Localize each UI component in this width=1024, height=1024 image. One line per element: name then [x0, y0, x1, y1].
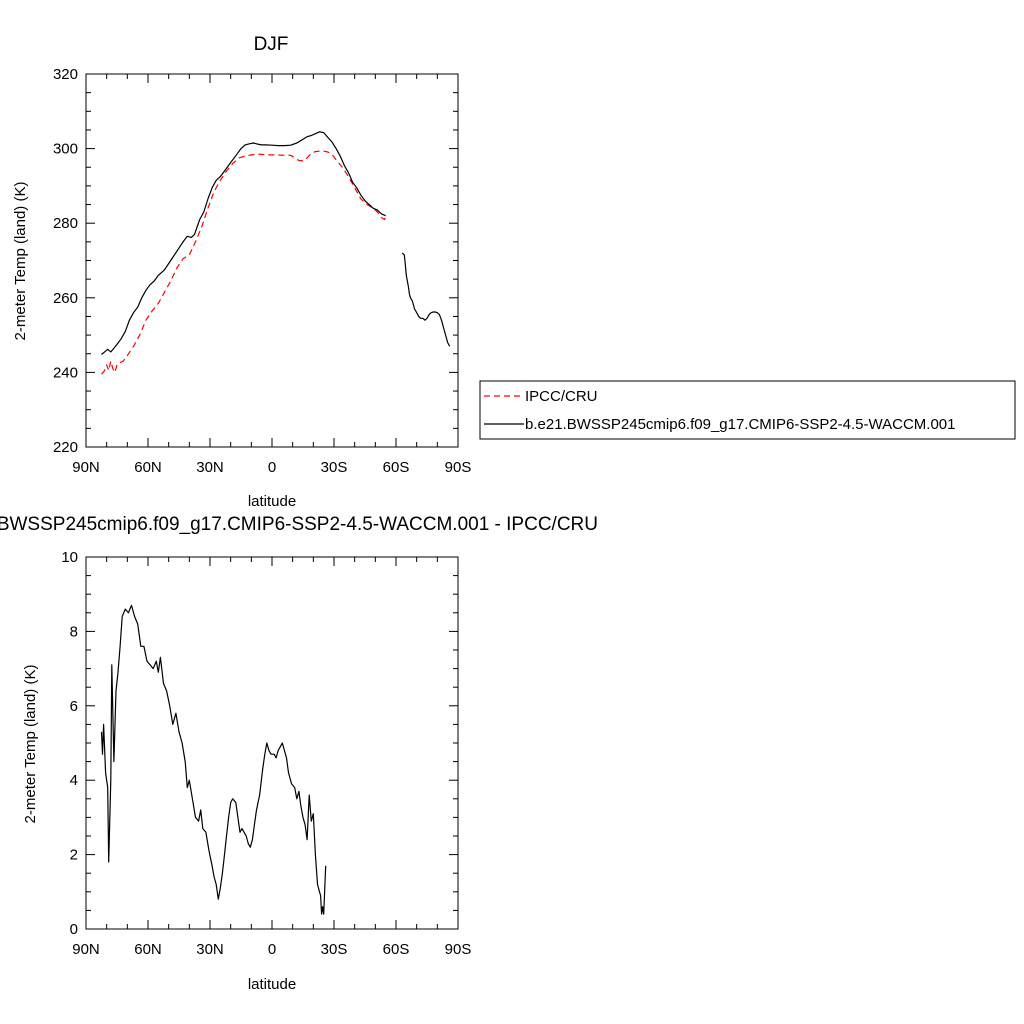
- top-plot-y-axis-label: 2-meter Temp (land) (K): [12, 182, 29, 341]
- y-tick-label: 10: [61, 549, 78, 566]
- bottom-series-0-line: [100, 604, 327, 915]
- y-tick-label: 8: [70, 623, 78, 640]
- bottom-plot-ticks: 90N 60N 30N 0 30S 60S 90S 0 2 4 6 8 10: [61, 549, 471, 958]
- y-tick-label: 2: [70, 847, 78, 864]
- top-plot-ticks: 90N 60N 30N 0 30S 60S 90S 220 240 260 280 300 320: [53, 66, 471, 476]
- x-tick-label: 60S: [383, 459, 410, 476]
- top-plot-title: DJF: [254, 34, 289, 55]
- bottom-plot: b.e21.BWSSP245cmip6.f09_g17.CMIP6-SSP2-4…: [0, 514, 598, 993]
- bottom-plot-frame: [85, 556, 459, 930]
- legend-frame: [479, 380, 1016, 440]
- y-tick-label: 4: [70, 772, 78, 789]
- x-tick-label: 90N: [72, 459, 100, 476]
- y-tick-label: 240: [53, 364, 78, 381]
- top-plot-border: [85, 73, 459, 448]
- y-tick-label: 280: [53, 215, 78, 232]
- bottom-plot-y-axis-label: 2-meter Temp (land) (K): [22, 665, 39, 824]
- y-tick-label: 300: [53, 141, 78, 158]
- x-tick-label: 90S: [445, 941, 472, 958]
- top-series-1-line-seg0: [101, 131, 386, 355]
- x-tick-label: 30N: [196, 941, 224, 958]
- x-tick-label: 90S: [445, 459, 472, 476]
- top-plot-series: [101, 131, 451, 375]
- top-plot-legend: IPCC/CRU b.e21.BWSSP245cmip6.f09_g17.CMI…: [479, 380, 1016, 440]
- y-tick-label: 6: [70, 698, 78, 715]
- x-tick-label: 0: [268, 941, 276, 958]
- y-tick-label: 220: [53, 439, 78, 456]
- x-tick-label: 60S: [383, 941, 410, 958]
- x-tick-label: 30S: [321, 459, 348, 476]
- x-tick-label: 0: [268, 459, 276, 476]
- bottom-plot-title: b.e21.BWSSP245cmip6.f09_g17.CMIP6-SSP2-4…: [0, 514, 598, 535]
- legend-label-model: b.e21.BWSSP245cmip6.f09_g17.CMIP6-SSP2-4…: [525, 416, 955, 433]
- y-tick-label: 0: [70, 921, 78, 938]
- x-tick-label: 60N: [134, 941, 162, 958]
- x-tick-label: 30S: [321, 941, 348, 958]
- x-tick-label: 30N: [196, 459, 224, 476]
- top-plot-x-axis-label: latitude: [248, 493, 296, 510]
- bottom-plot-series: [100, 604, 327, 915]
- legend-label-ipcc-cru: IPCC/CRU: [525, 388, 598, 405]
- top-series-1-line-seg1: [401, 252, 451, 347]
- top-plot-frame: [85, 73, 459, 448]
- top-series-0-line: [101, 150, 387, 375]
- top-plot: DJF 90N 60N 30N 0 30S 60S 90S 220 240 260 280 300 32…: [12, 34, 1016, 510]
- bottom-plot-border: [85, 556, 459, 930]
- y-tick-label: 320: [53, 66, 78, 83]
- y-tick-label: 260: [53, 290, 78, 307]
- bottom-plot-x-axis-label: latitude: [248, 976, 296, 993]
- x-tick-label: 90N: [72, 941, 100, 958]
- x-tick-label: 60N: [134, 459, 162, 476]
